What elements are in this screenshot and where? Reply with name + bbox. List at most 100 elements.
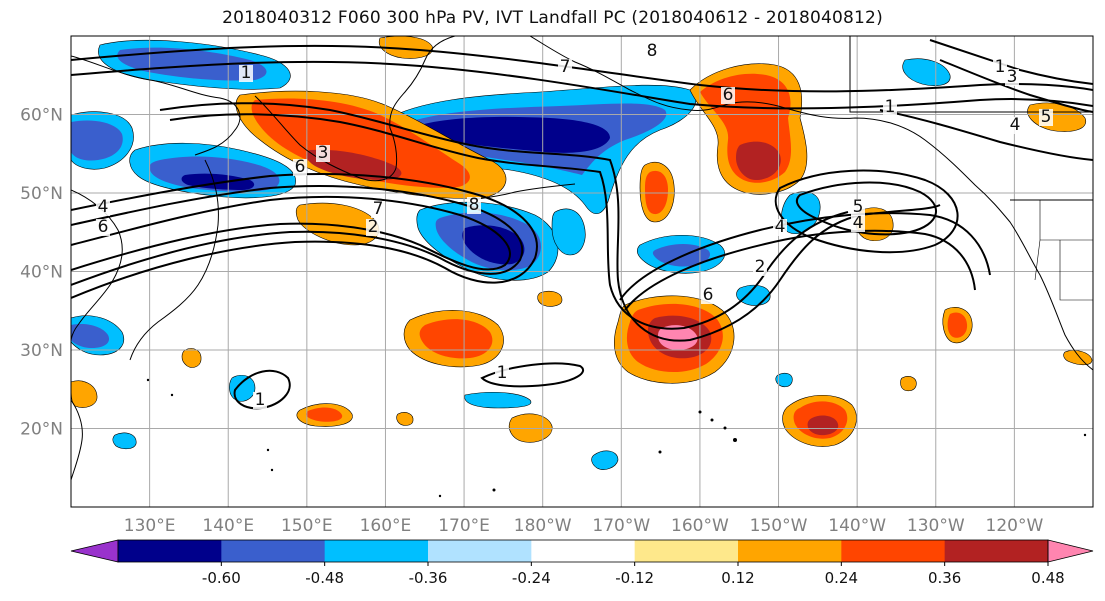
contour-line [71, 173, 538, 299]
colorbar-tick-label: -0.36 [409, 569, 448, 587]
contour-label-text: 1 [241, 63, 252, 83]
contour-label-bg [316, 145, 330, 162]
pos-region-offshore-core [947, 312, 968, 338]
coast-kamchatka [254, 36, 456, 182]
island-dot [733, 438, 737, 442]
colorbar-bin [118, 540, 222, 562]
lon-tick-label: 150°W [750, 516, 808, 536]
contour-line [774, 169, 959, 254]
neg-region-kamchatka-core [117, 47, 267, 81]
contour-label-text: 3 [1007, 67, 1018, 87]
contour-label-bg [253, 392, 267, 409]
contour-label-bg [993, 59, 1007, 76]
contour-label: 4 [851, 213, 865, 233]
contour-label: 6 [721, 85, 735, 105]
contour-label-text: 3 [318, 143, 329, 163]
island-dot [1083, 433, 1087, 437]
colorbar-tick-label: 0.12 [721, 569, 754, 587]
contour-label-bg [753, 259, 767, 276]
island-dot [170, 393, 174, 397]
coast-china-east [71, 399, 83, 481]
pos-region-okhotsk-deep [306, 149, 402, 180]
neg-region-west-edge-core [71, 120, 123, 161]
contour-line [480, 362, 584, 388]
contour-label: 1 [883, 97, 897, 117]
figure-title: 2018040312 F060 300 hPa PV, IVT Landfall… [222, 8, 883, 28]
contour-line [624, 229, 976, 311]
contour-label-bg [721, 87, 735, 104]
contour-label-bg [1005, 69, 1019, 86]
pos-region-subtropic-a-core [306, 407, 343, 422]
lon-tick-label: 130°E [124, 516, 176, 536]
island-dot [710, 418, 714, 422]
pos-region-okhotsk-core [251, 98, 470, 188]
pos-region-subtropic-c [537, 290, 563, 307]
contour-label: 1 [239, 63, 253, 83]
coast-aleutians [469, 183, 576, 201]
pos-region-hawaii-north-max [658, 325, 698, 350]
colorbar-bin [531, 540, 636, 562]
neg-region-west-coast-low-core [71, 324, 110, 348]
lat-tick-label: 40°N [20, 263, 63, 283]
contour-line [879, 109, 1093, 161]
contour-label: 1 [993, 57, 1007, 77]
contour-label-text: 1 [255, 390, 266, 410]
coast-alaska-south [727, 101, 1093, 371]
lat-tick-label: 60°N [20, 106, 63, 126]
lon-tick-label: 170°E [438, 516, 490, 536]
contour-label-bg [371, 201, 385, 218]
contour-label: 6 [293, 157, 307, 177]
island-dot [438, 494, 442, 498]
contour-label: 6 [96, 217, 110, 237]
contour-label: 5 [1039, 107, 1053, 127]
neg-region-subtropic-2 [464, 391, 532, 409]
pos-region-gulf-small-core [645, 170, 668, 215]
contour-label: 8 [645, 41, 659, 61]
island-dot [492, 488, 496, 492]
colorbar-tick-label: 0.48 [1031, 569, 1064, 587]
contour-label-bg [851, 199, 865, 216]
contour-line [929, 39, 1093, 85]
contour-label: 2 [366, 217, 380, 237]
contour-label-text: 6 [703, 285, 714, 305]
contour-label: 1 [253, 390, 267, 410]
map-frame [70, 35, 1094, 508]
contour-label-bg [293, 159, 307, 176]
colorbar-tick-label: -0.24 [512, 569, 551, 587]
colorbar-extend-max [1047, 539, 1094, 563]
colorbar-bin [944, 540, 1049, 562]
contour-label-text: 8 [469, 195, 480, 215]
colorbar-tick-label: 0.36 [928, 569, 961, 587]
lat-tick-label: 20°N [20, 420, 63, 440]
neg-region-subtropic-4 [591, 450, 619, 470]
contour-label-text: 4 [775, 217, 786, 237]
contour-label-text: 7 [373, 199, 384, 219]
colorbar-tick-label: -0.60 [202, 569, 241, 587]
contour-label-bg [1008, 117, 1022, 134]
contour-label: 2 [753, 257, 767, 277]
contour-label-bg [239, 65, 253, 82]
contour-line [71, 195, 511, 271]
contour-label-text: 4 [853, 213, 864, 233]
island-dot [658, 450, 662, 454]
contour-label: 8 [467, 195, 481, 215]
contour-label-bg [467, 197, 481, 214]
pos-region-alaska-deep [736, 141, 781, 180]
contour-label-text: 1 [497, 363, 508, 383]
colorbar-bin [324, 540, 429, 562]
contour-label-bg [1039, 109, 1053, 126]
lon-tick-label: 160°E [360, 516, 412, 536]
contour-label-text: 2 [755, 257, 766, 277]
contour-label-text: 7 [560, 57, 571, 77]
contour-label-text: 5 [1041, 107, 1052, 127]
contour-label-bg [851, 215, 865, 232]
contour-label: 1 [495, 363, 509, 383]
island-dot [266, 448, 270, 452]
colorbar-outline [117, 539, 1049, 563]
contour-line [71, 44, 1093, 93]
contour-line [71, 60, 1093, 110]
pv-anomaly-fill-layer [71, 36, 1093, 470]
lon-tick-label: 120°W [986, 516, 1044, 536]
